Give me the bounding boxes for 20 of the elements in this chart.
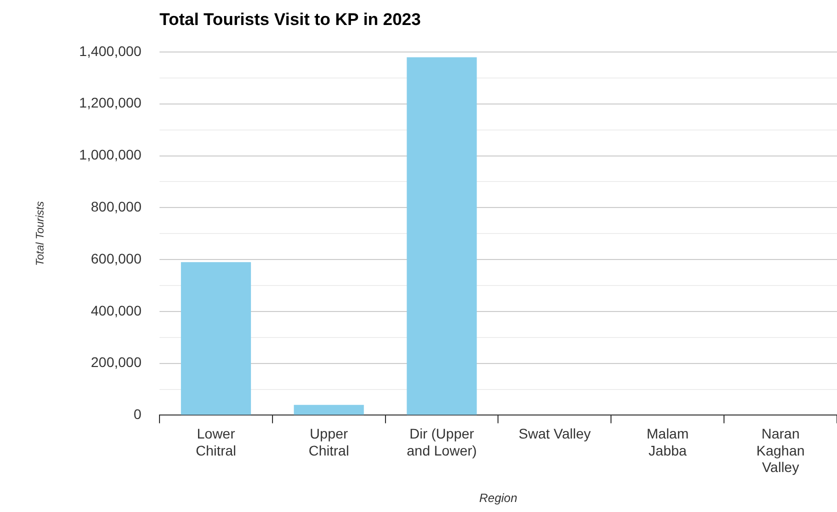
bar <box>294 404 364 415</box>
x-tick-label: Malam Jabba <box>646 425 689 458</box>
bar <box>406 57 477 415</box>
y-tick-label: 1,400,000 <box>79 42 142 59</box>
bar <box>180 262 251 415</box>
x-tick-label: Upper Chitral <box>308 425 350 458</box>
y-tick-label: 600,000 <box>90 250 142 266</box>
y-tick-label: 1,200,000 <box>79 94 142 111</box>
y-axis-title: Total Tourists <box>34 200 47 266</box>
y-tick-label: 400,000 <box>90 302 142 318</box>
x-tick-label: Swat Valley <box>518 425 591 442</box>
y-tick-label: 200,000 <box>90 354 142 370</box>
x-tick-label: Dir (Upper and Lower) <box>406 425 477 458</box>
y-tick-label: 1,000,000 <box>79 146 142 163</box>
x-tick-label: Lower Chitral <box>196 425 236 458</box>
y-tick-label: 0 <box>134 406 142 422</box>
x-axis-title: Region <box>479 491 518 506</box>
x-tick-label: Naran Kaghan Valley <box>756 425 805 476</box>
y-tick-label: 800,000 <box>90 198 142 215</box>
chart-title: Total Tourists Visit to KP in 2023 <box>159 10 421 30</box>
